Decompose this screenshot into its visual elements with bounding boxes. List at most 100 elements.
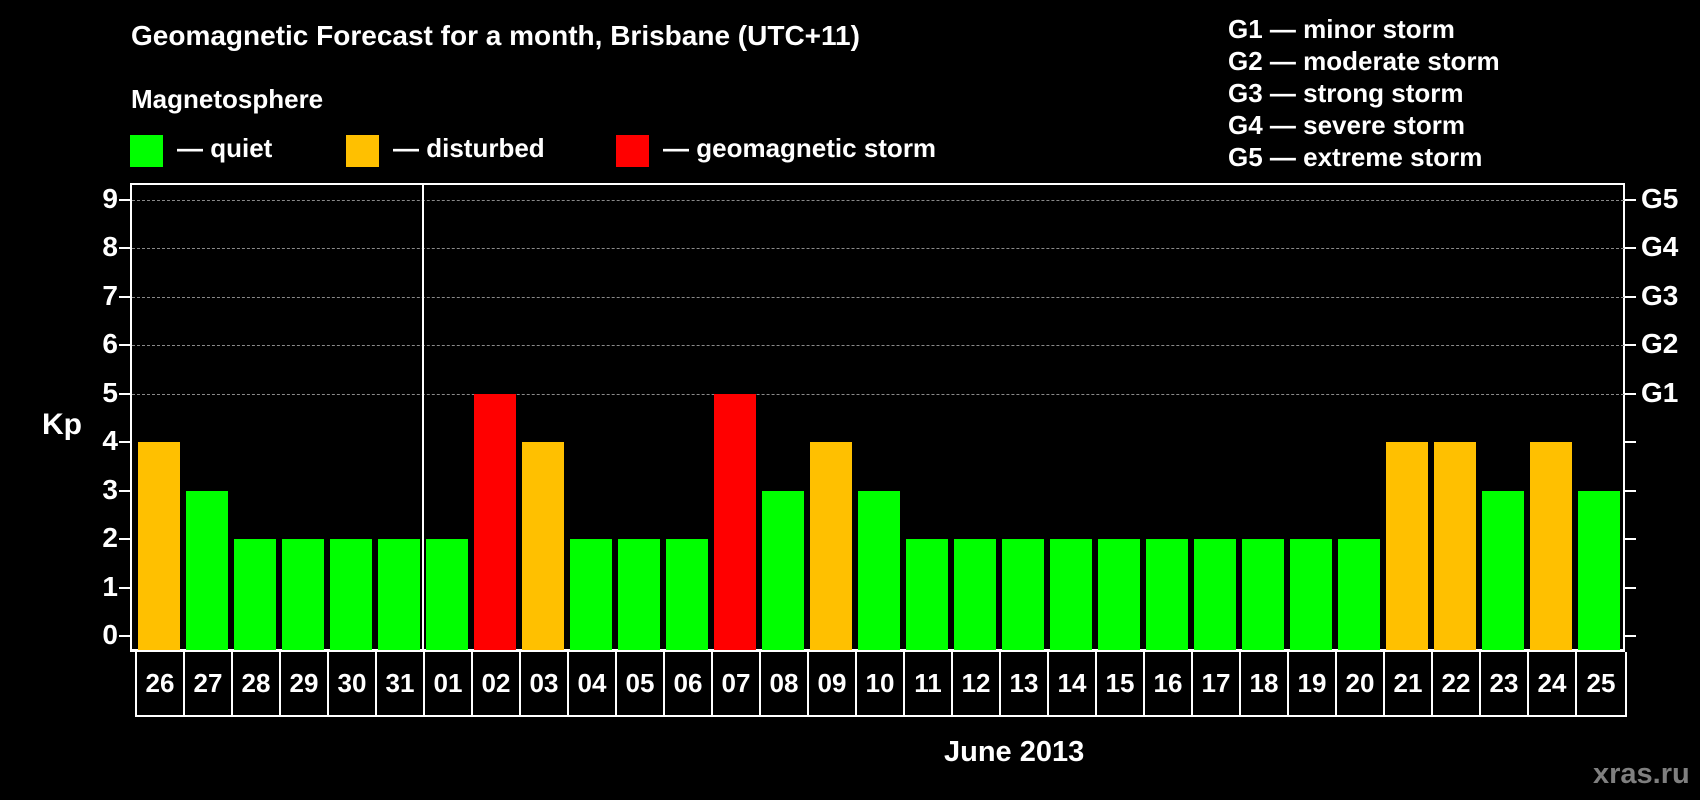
day-label-09: 09 [809,652,857,715]
y-tick-label: 9 [102,183,118,214]
day-label-26: 26 [137,652,185,715]
y-tick-label: 6 [102,328,118,360]
day-label-02: 02 [473,652,521,715]
right-axis-g-label: G3 [1641,279,1679,311]
y-tick-label: 2 [102,522,118,554]
y-tick-label: 1 [102,570,118,602]
bar-10 [858,490,900,650]
bar-11 [906,539,948,650]
g-scale-g3: G3 — strong storm [1228,78,1464,108]
right-tick [1625,538,1636,541]
day-label-13: 13 [1001,652,1049,715]
day-label-08: 08 [761,652,809,715]
day-label-28: 28 [233,652,281,715]
y-axis-label: Kp [42,408,82,441]
right-axis-g-label: G5 [1641,183,1679,214]
day-label-25: 25 [1586,668,1616,698]
bar-18 [1242,539,1284,650]
plot-area [130,183,1625,652]
right-tick [1625,489,1636,492]
bar-21 [1386,442,1428,650]
bar-27 [186,490,228,650]
watermark: xras.ru [1593,758,1690,790]
gridline [132,200,1624,201]
x-axis-label: June 2013 [944,736,1085,768]
legend-swatch-storm [616,135,649,167]
right-tick [1625,635,1636,637]
bar-25 [1578,490,1620,650]
right-axis-g-label: G4 [1641,231,1679,263]
bar-17 [1194,539,1236,650]
bar-02 [474,393,516,650]
bar-28 [234,539,276,650]
y-tick [119,441,130,444]
y-tick [119,586,130,589]
bar-29 [282,539,324,650]
right-tick [1625,344,1636,347]
y-tick-label: 8 [102,231,118,263]
bar-05 [618,539,660,650]
day-label-10: 10 [857,652,905,715]
y-tick [119,199,130,201]
right-tick [1625,392,1636,395]
right-tick [1625,441,1636,444]
bar-04 [570,539,612,650]
y-tick-label: 0 [102,619,118,650]
right-tick [1625,295,1636,298]
legend-swatch-disturbed [346,135,379,167]
right-tick [1625,199,1636,201]
day-label-05: 05 [617,652,665,715]
right-tick [1625,247,1636,250]
right-axis-g-label: G2 [1641,328,1679,360]
bar-19 [1290,539,1332,650]
day-label-04: 04 [569,652,617,715]
day-label-11: 11 [905,652,953,715]
day-label-21: 21 [1385,652,1433,715]
x-axis-day-labels: 26 27 28 29 30 31 01 02 03 04 05 06 07 08 09 10 11 12 13 14… [135,652,1627,717]
day-label-16: 16 [1145,652,1193,715]
y-tick-label: 5 [102,376,118,408]
right-tick [1625,586,1636,589]
legend-label-disturbed: — disturbed [393,133,545,163]
bar-13 [1002,539,1044,650]
day-label-22: 22 [1433,652,1481,715]
legend-label-storm: — geomagnetic storm [663,133,937,163]
day-label-23: 23 [1481,652,1529,715]
y-tick [119,538,130,541]
day-label-14: 14 [1049,652,1097,715]
bar-07 [714,393,756,650]
month-divider [422,183,424,652]
g-scale-g1: G1 — minor storm [1228,14,1455,44]
g-scale-g5: G5 — extreme storm [1228,142,1483,172]
gridline [132,345,1624,347]
bar-31 [378,539,420,650]
day-label-20: 20 [1337,652,1385,715]
y-tick [119,344,130,347]
day-label-27: 27 [185,652,233,715]
day-label-29: 29 [281,652,329,715]
y-tick [119,247,130,250]
day-label-01: 01 [425,652,473,715]
y-tick [119,635,130,637]
day-label-03: 03 [521,652,569,715]
bar-20 [1338,539,1380,650]
bar-22 [1434,442,1476,650]
day-label-19: 19 [1289,652,1337,715]
y-tick [119,392,130,395]
gridline [132,248,1624,250]
day-label-31: 31 [377,652,425,715]
y-tick [119,295,130,298]
bar-03 [522,442,564,650]
day-label-07: 07 [713,652,761,715]
bar-24 [1530,442,1572,650]
g-scale-g4: G4 — severe storm [1228,110,1466,140]
day-label-18: 18 [1241,652,1289,715]
bar-16 [1146,539,1188,650]
bar-15 [1098,539,1140,650]
legend-heading: Magnetosphere [131,84,324,114]
y-tick-label: 3 [102,473,118,505]
y-tick [119,489,130,492]
g-scale-g2: G2 — moderate storm [1228,46,1500,76]
day-label-06: 06 [665,652,713,715]
y-tick-label: 4 [102,425,118,457]
